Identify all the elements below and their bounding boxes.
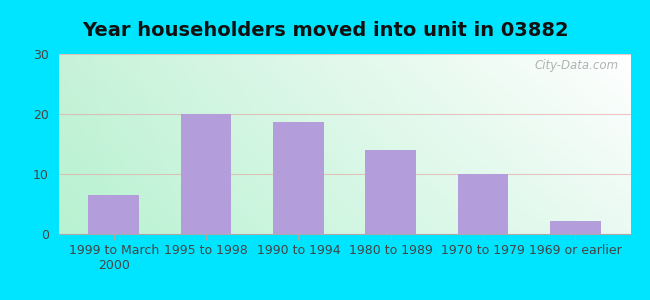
Bar: [88, 195, 139, 234]
Bar: [273, 122, 324, 234]
Text: City-Data.com: City-Data.com: [535, 59, 619, 72]
Bar: [365, 150, 416, 234]
Bar: [458, 174, 508, 234]
Bar: [550, 221, 601, 234]
Bar: [181, 114, 231, 234]
Text: Year householders moved into unit in 03882: Year householders moved into unit in 038…: [82, 21, 568, 40]
